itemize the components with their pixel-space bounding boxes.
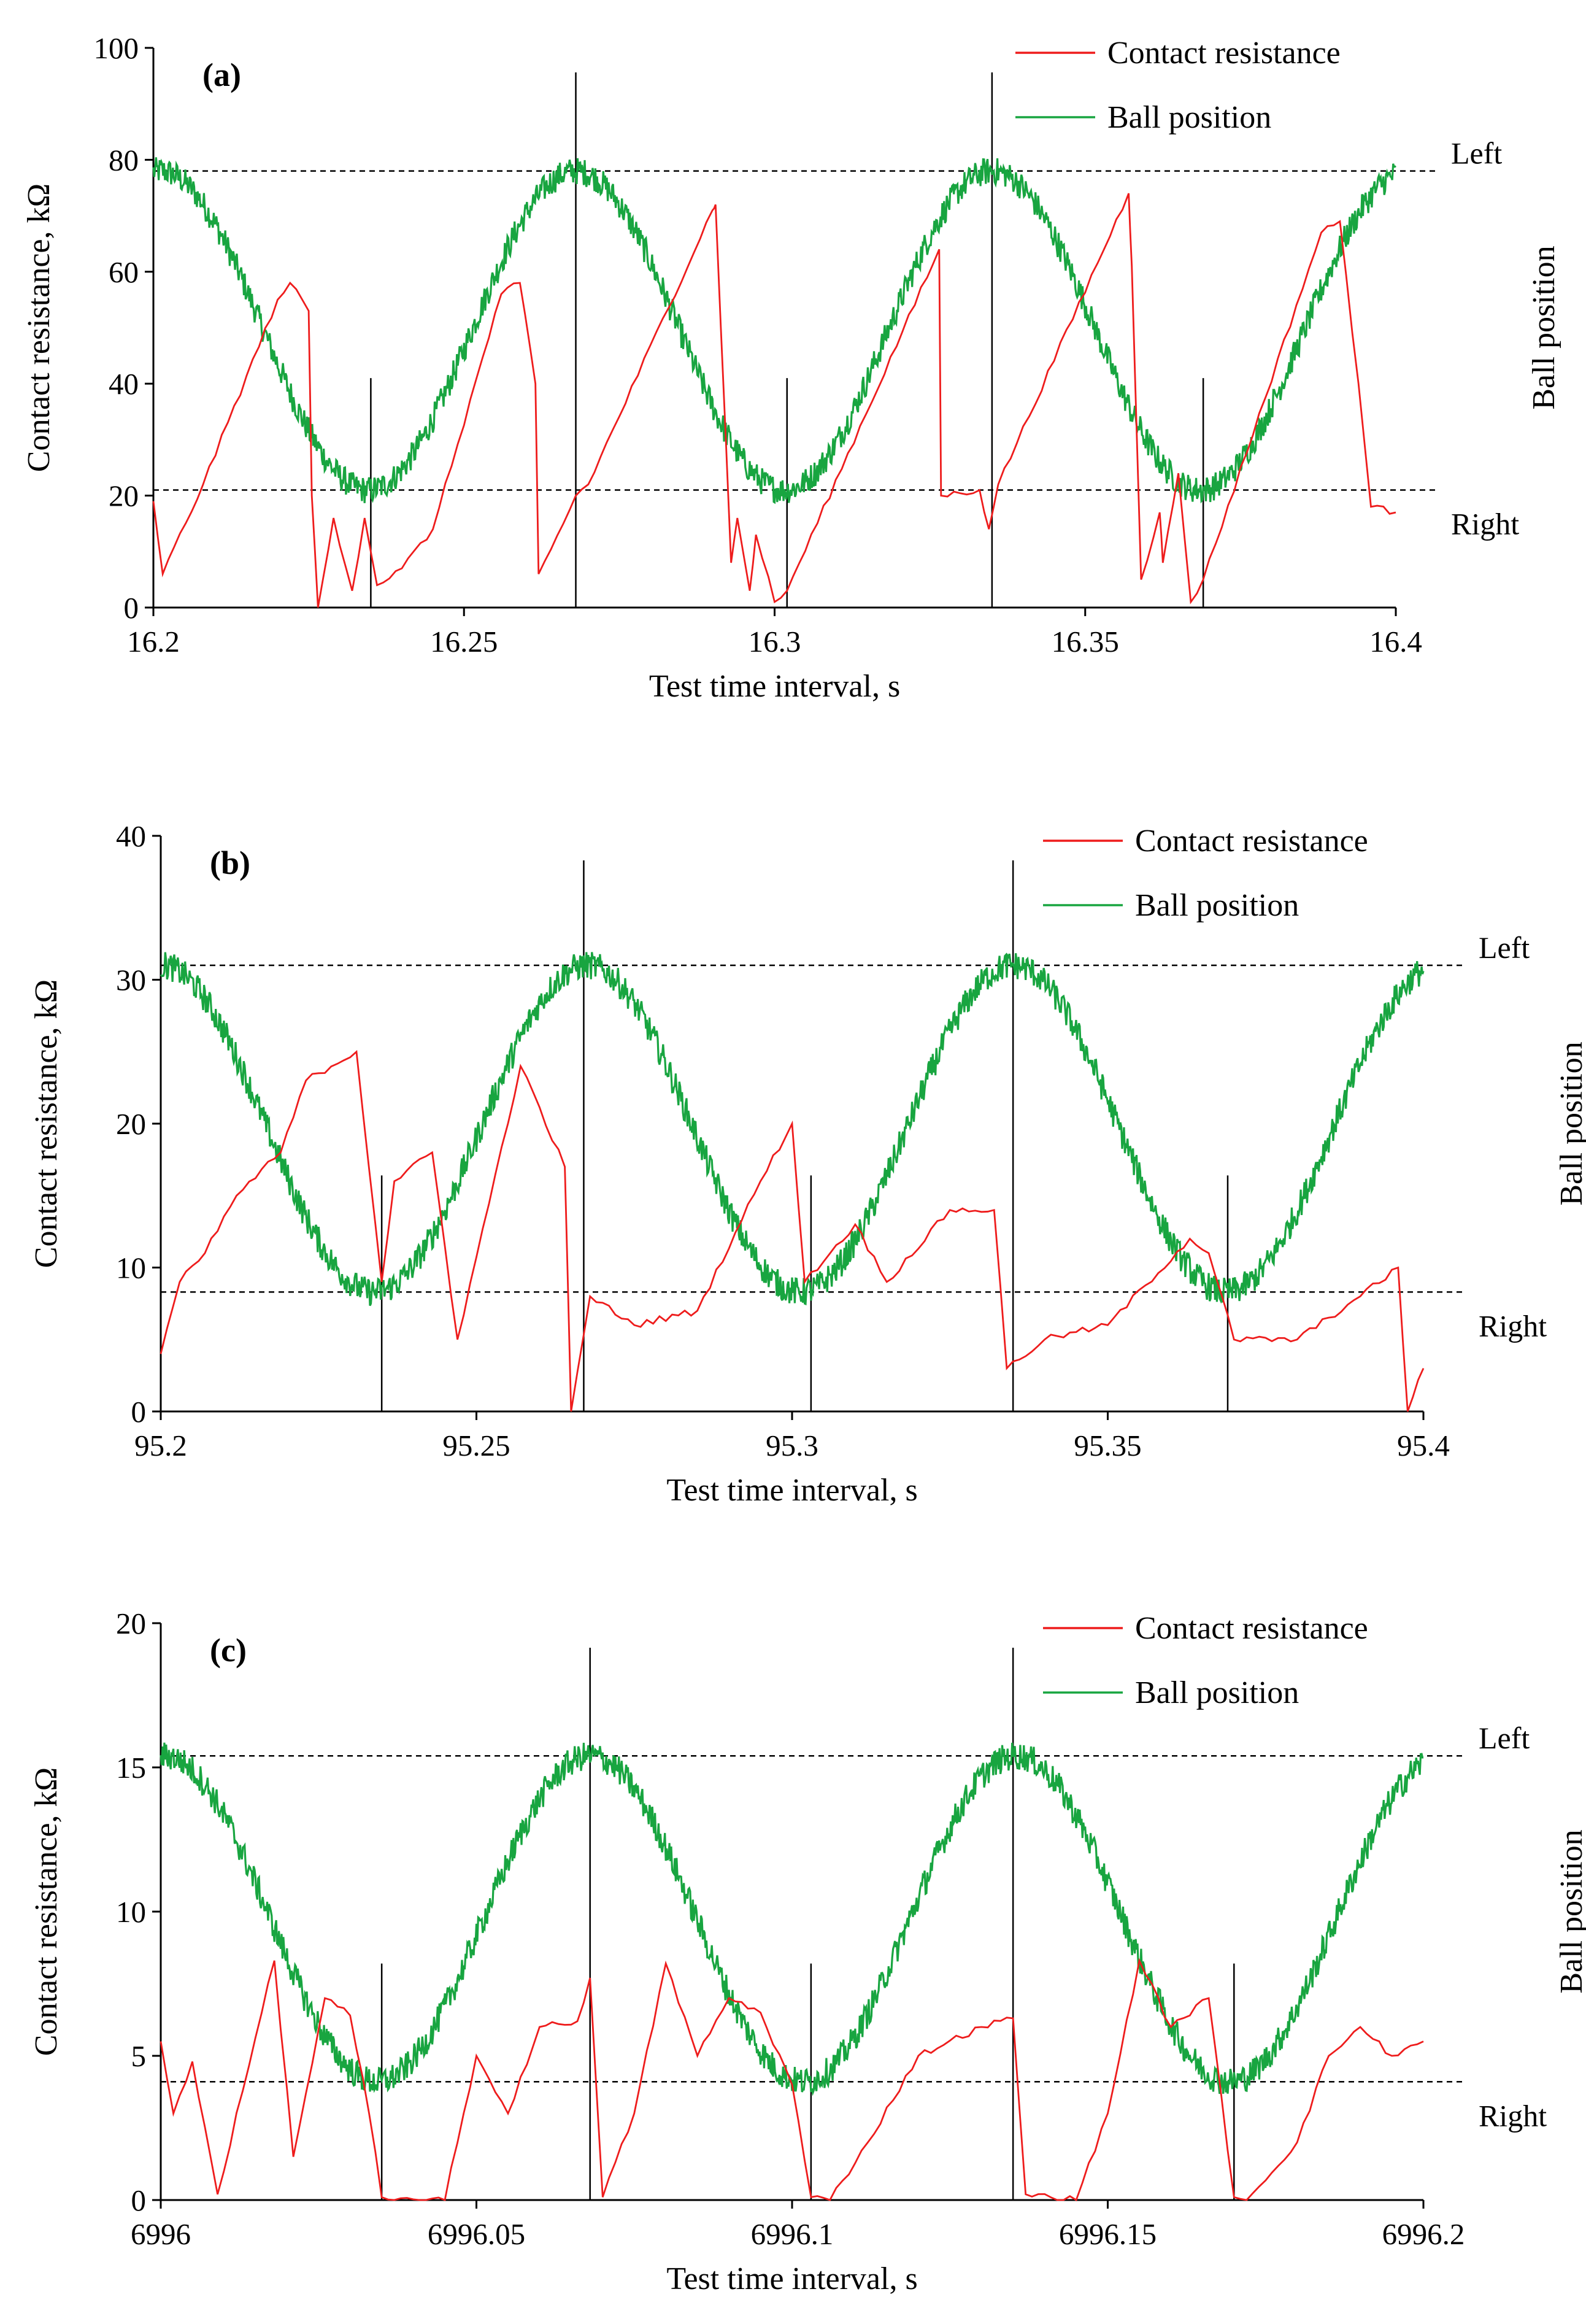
- annotation-left: Left: [1451, 136, 1502, 171]
- panel-label: (c): [210, 1632, 247, 1669]
- y-tick-label: 15: [116, 1751, 146, 1785]
- y-tick-label: 30: [116, 963, 146, 997]
- x-tick-label: 6996.15: [1059, 2217, 1157, 2251]
- x-tick-label: 6996.2: [1382, 2217, 1465, 2251]
- series-ball-position: [152, 157, 1396, 504]
- x-tick-label: 16.35: [1052, 625, 1119, 658]
- y-tick-label: 0: [131, 2183, 147, 2217]
- y-axis-title: Contact resistance, kΩ: [29, 979, 64, 1268]
- y-tick-label: 20: [109, 479, 139, 513]
- annotation-right: Right: [1479, 1308, 1547, 1343]
- x-tick-label: 6996.05: [428, 2217, 525, 2251]
- x-tick-label: 6996: [131, 2217, 191, 2251]
- y2-axis-title: Ball position: [1526, 245, 1561, 409]
- y-tick-label: 60: [109, 255, 139, 289]
- y-tick-label: 10: [116, 1251, 146, 1285]
- legend-label: Ball position: [1135, 1675, 1299, 1710]
- x-tick-label: 95.3: [766, 1429, 818, 1462]
- x-tick-label: 16.3: [749, 625, 801, 658]
- series-ball-position: [160, 1742, 1424, 2096]
- annotation-left: Left: [1479, 1721, 1530, 1755]
- legend-label: Ball position: [1135, 888, 1299, 923]
- annotation-left: Left: [1479, 930, 1530, 965]
- x-tick-label: 95.4: [1397, 1429, 1450, 1462]
- legend-label: Contact resistance: [1135, 824, 1368, 859]
- x-tick-label: 16.4: [1369, 625, 1422, 658]
- legend-label: Ball position: [1107, 100, 1271, 135]
- x-axis-title: Test time interval, s: [666, 1473, 917, 1508]
- panel-label: (b): [210, 844, 250, 881]
- panel-a: 0 20 40 60 80 100 16.2 16.25 16.3 16.35 16.4 Test t…: [21, 31, 1561, 704]
- panel-label: (a): [202, 56, 241, 93]
- y-tick-label: 10: [116, 1895, 146, 1929]
- x-tick-label: 95.25: [442, 1429, 510, 1462]
- y-tick-label: 5: [131, 2039, 147, 2073]
- y-tick-label: 100: [94, 31, 139, 65]
- y-tick-label: 0: [124, 591, 139, 625]
- y-tick-label: 20: [116, 1107, 146, 1141]
- x-tick-label: 6996.1: [751, 2217, 834, 2251]
- y-axis-title: Contact resistance, kΩ: [29, 1767, 64, 2056]
- x-axis-title: Test time interval, s: [649, 669, 900, 704]
- x-tick-label: 16.25: [430, 625, 498, 658]
- x-tick-label: 95.35: [1074, 1429, 1141, 1462]
- series-contact-resistance: [160, 1958, 1424, 2202]
- series-contact-resistance: [160, 1049, 1425, 1412]
- y-tick-label: 40: [116, 819, 146, 853]
- series-contact-resistance: [152, 193, 1396, 608]
- y-tick-label: 0: [131, 1395, 147, 1429]
- y2-axis-title: Ball position: [1554, 1041, 1586, 1205]
- panel-b: 0 10 20 30 40 95.2 95.25 95.3 95.35 95.4 Test time…: [29, 819, 1586, 1508]
- x-axis-title: Test time interval, s: [666, 2261, 917, 2296]
- legend-label: Contact resistance: [1135, 1611, 1368, 1646]
- y-tick-label: 80: [109, 143, 139, 177]
- y-tick-label: 40: [109, 367, 139, 401]
- y2-axis-title: Ball position: [1554, 1829, 1586, 1993]
- x-tick-label: 16.2: [127, 625, 180, 658]
- y-tick-label: 20: [116, 1607, 146, 1640]
- x-tick-label: 95.2: [134, 1429, 187, 1462]
- annotation-right: Right: [1479, 2098, 1547, 2133]
- annotation-right: Right: [1451, 506, 1519, 541]
- panel-c: 0 5 10 15 20 6996 6996.05 6996.1 6996.15 6996.2 Te…: [29, 1607, 1586, 2296]
- legend-label: Contact resistance: [1107, 36, 1341, 71]
- series-ball-position: [160, 952, 1425, 1307]
- y-axis-title: Contact resistance, kΩ: [21, 183, 56, 472]
